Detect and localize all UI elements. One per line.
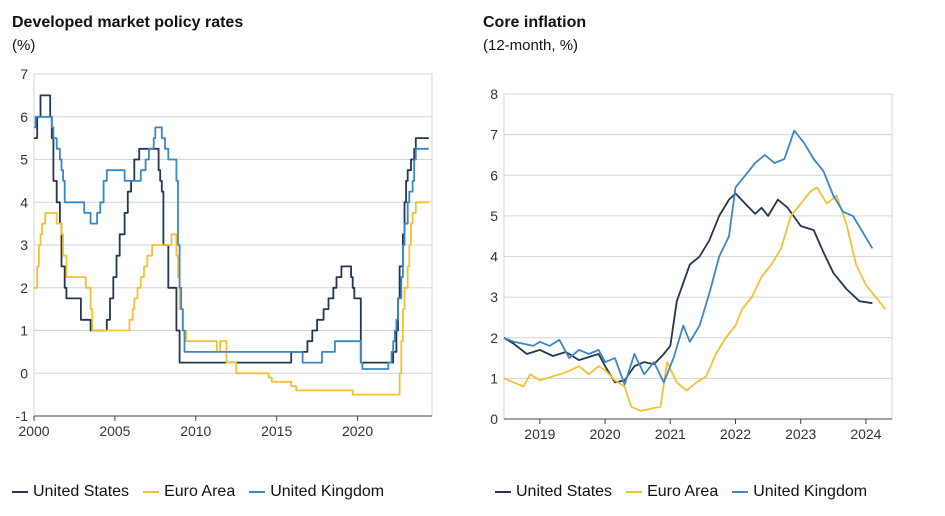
chart1-x-tick-label: 2024 xyxy=(850,426,881,442)
legend-label: Euro Area xyxy=(164,483,236,500)
chart0-series-us xyxy=(34,94,429,364)
chart1-series-us xyxy=(503,192,873,384)
left-chart-subtitle: (%) xyxy=(12,37,36,54)
right-chart-title: Core inflation xyxy=(483,14,587,31)
chart1-y-tick-label: 2 xyxy=(490,330,498,346)
chart0-series-ea xyxy=(34,201,429,396)
chart0-y-tick-label: 6 xyxy=(20,109,28,125)
right-legend: United States Euro Area United Kingdom xyxy=(495,483,881,501)
chart0-y-tick-label: 5 xyxy=(20,152,28,168)
chart1-y-tick-label: 0 xyxy=(490,411,498,427)
legend-item-ea: Euro Area xyxy=(143,483,235,501)
legend-item-us: United States xyxy=(12,483,129,501)
chart1-x-tick-label: 2019 xyxy=(524,426,555,442)
chart0-y-tick-label: 2 xyxy=(20,280,28,296)
left-legend: United States Euro Area United Kingdom xyxy=(12,483,398,501)
core-inflation-chart: 0 1 2 3 4 5 6 7 8 2019 2020 2021 2022 2023 2024 xyxy=(490,86,893,442)
legend-label: United Kingdom xyxy=(270,483,385,500)
chart0-y-tick-label: 3 xyxy=(20,237,28,253)
chart0-x-tick-label: 2020 xyxy=(342,423,373,439)
chart1-x-tick-label: 2022 xyxy=(720,426,751,442)
legend-label: Euro Area xyxy=(647,483,719,500)
left-chart-title: Developed market policy rates xyxy=(12,14,244,31)
legend-item-uk: United Kingdom xyxy=(732,483,867,501)
chart1-y-tick-label: 7 xyxy=(490,127,498,143)
legend-swatch-ea xyxy=(626,491,643,493)
chart0-x-tick-label: 2000 xyxy=(18,423,49,439)
chart1-series-ea xyxy=(503,186,887,412)
chart0-series-uk xyxy=(34,115,429,370)
legend-swatch-ea xyxy=(143,491,160,493)
legend-swatch-uk xyxy=(732,491,749,493)
right-chart-subtitle: (12-month, %) xyxy=(483,37,579,54)
chart1-y-tick-label: 5 xyxy=(490,208,498,224)
chart1-series-uk xyxy=(503,129,874,386)
chart1-x-tick-label: 2023 xyxy=(785,426,816,442)
policy-rates-chart: -1 0 1 2 3 4 5 6 7 2000 2005 2010 2015 2020 xyxy=(16,66,433,439)
chart0-y-tick-label: 4 xyxy=(20,194,28,210)
legend-label: United States xyxy=(33,483,130,500)
legend-swatch-us xyxy=(12,491,28,493)
chart0-x-tick-label: 2010 xyxy=(180,423,211,439)
chart0-y-tick-label: 1 xyxy=(20,323,28,339)
chart1-y-tick-label: 3 xyxy=(490,289,498,305)
legend-item-ea: Euro Area xyxy=(626,483,718,501)
chart1-y-tick-label: 4 xyxy=(490,249,498,265)
legend-item-us: United States xyxy=(495,483,612,501)
chart1-y-tick-label: 6 xyxy=(490,167,498,183)
chart0-y-tick-label: -1 xyxy=(16,408,29,424)
chart1-y-tick-label: 1 xyxy=(490,370,498,386)
legend-label: United Kingdom xyxy=(753,483,868,500)
chart0-y-tick-label: 0 xyxy=(20,365,28,381)
chart1-x-tick-label: 2021 xyxy=(655,426,686,442)
legend-item-uk: United Kingdom xyxy=(249,483,384,501)
legend-label: United States xyxy=(516,483,613,500)
chart0-x-tick-label: 2015 xyxy=(261,423,292,439)
chart0-y-tick-label: 7 xyxy=(20,66,28,82)
chart0-x-tick-label: 2005 xyxy=(99,423,130,439)
legend-swatch-us xyxy=(495,491,511,493)
legend-swatch-uk xyxy=(249,491,266,493)
chart1-x-tick-label: 2020 xyxy=(589,426,620,442)
chart1-y-tick-label: 8 xyxy=(490,86,498,102)
